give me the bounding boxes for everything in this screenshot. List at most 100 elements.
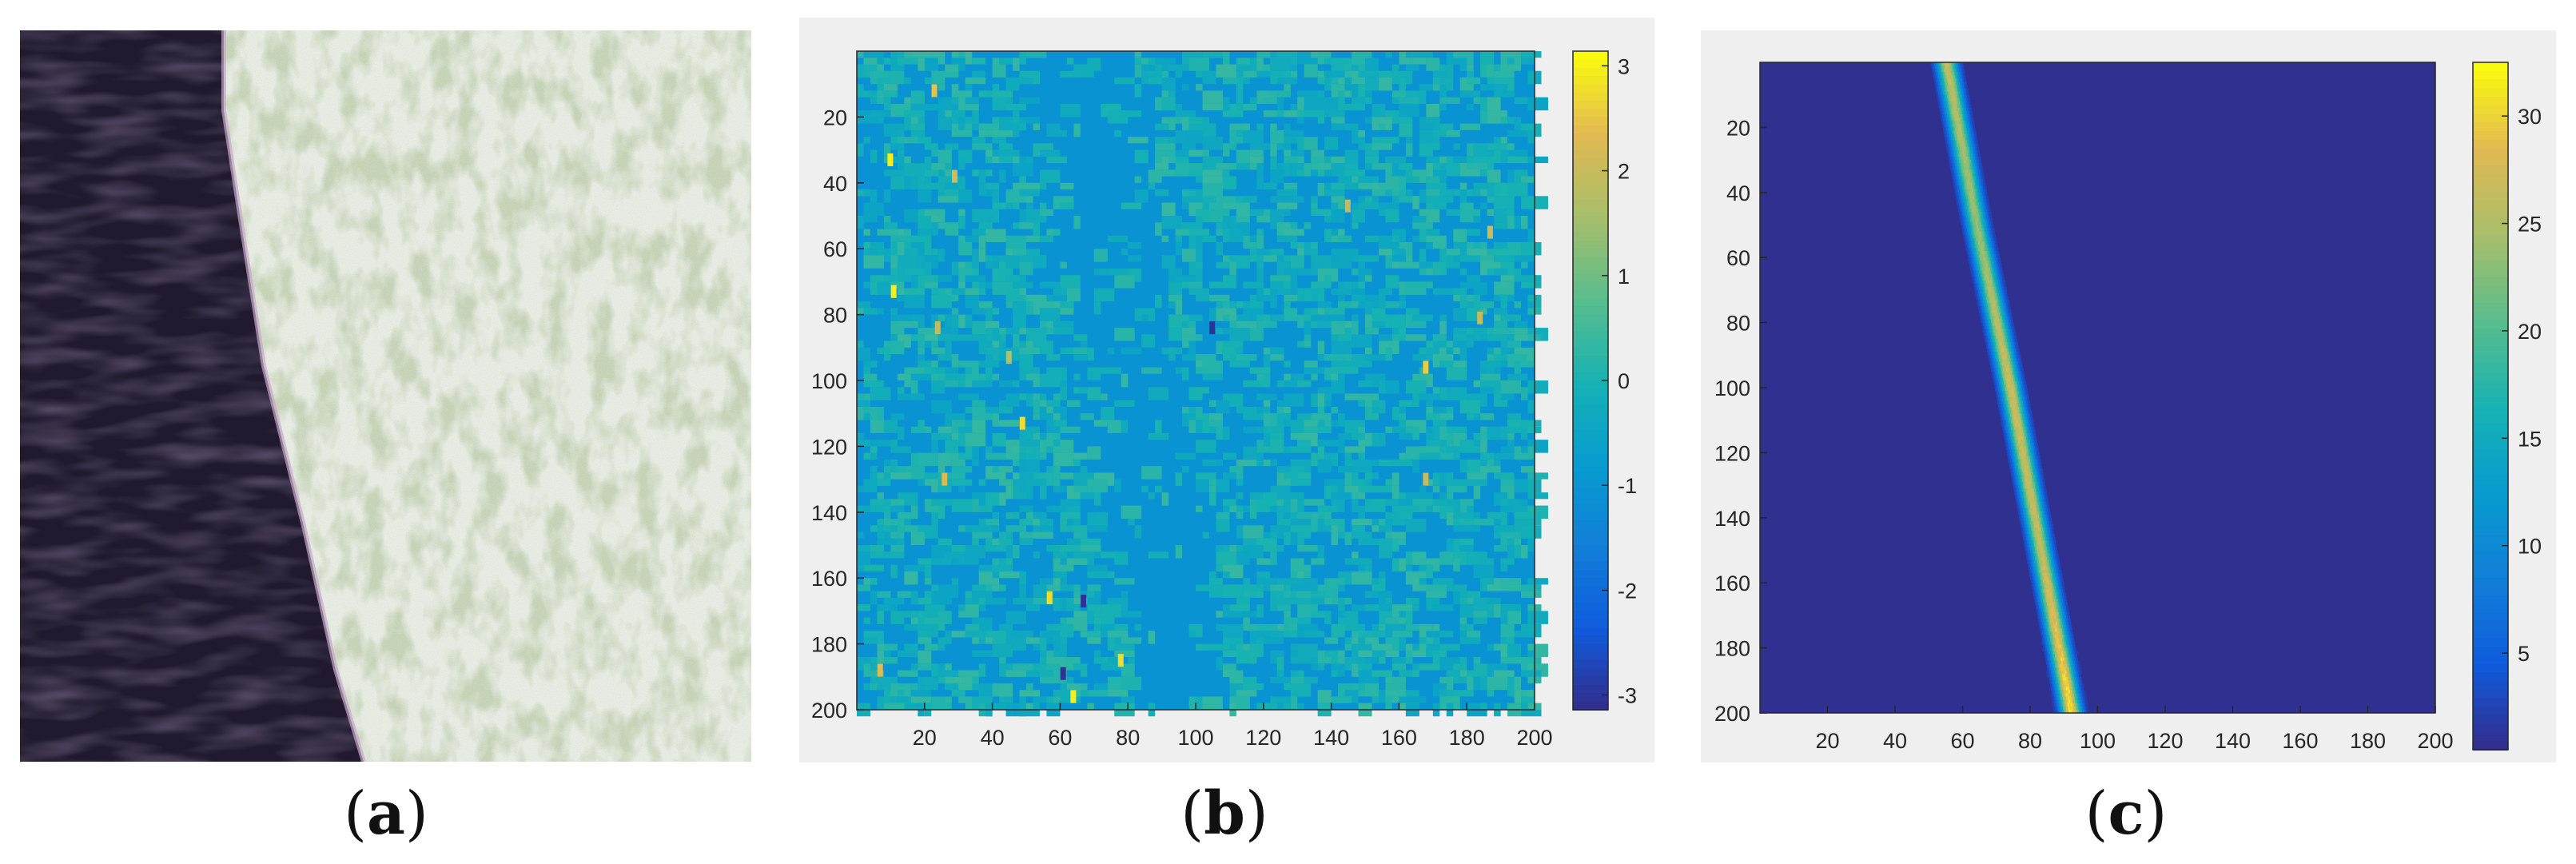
heatmap-cell bbox=[1060, 103, 1081, 117]
heatmap-cell bbox=[1039, 452, 1047, 460]
ridge-cell bbox=[1955, 114, 1958, 118]
heatmap-cell bbox=[1276, 505, 1284, 512]
heatmap-cell bbox=[1521, 281, 1542, 289]
ridge-cell bbox=[1983, 289, 1985, 294]
heatmap-cell bbox=[1385, 51, 1392, 58]
ridge-cell bbox=[2003, 361, 2005, 366]
panel-a bbox=[20, 30, 751, 762]
ridge-cell bbox=[1964, 94, 1966, 99]
heatmap-cell bbox=[1263, 637, 1284, 644]
ridge-cell bbox=[1958, 121, 1961, 125]
heatmap-cell bbox=[1304, 340, 1312, 348]
heatmap-cell bbox=[1426, 564, 1433, 579]
heatmap-cell bbox=[1311, 156, 1332, 164]
heatmap-cell bbox=[863, 400, 870, 407]
heatmap-cell bbox=[945, 340, 952, 355]
ridge-cell bbox=[2008, 413, 2011, 418]
ridge-cell bbox=[2009, 309, 2012, 313]
heatmap-cell bbox=[1276, 696, 1298, 703]
heatmap-cell bbox=[1222, 584, 1244, 598]
ridge-cell bbox=[1960, 173, 1962, 177]
heatmap-cell bbox=[1208, 294, 1230, 302]
heatmap-cell bbox=[1352, 255, 1359, 262]
ridge-cell bbox=[2013, 377, 2016, 382]
ridge-cell bbox=[2000, 416, 2003, 421]
ridge-cell bbox=[2014, 420, 2017, 424]
heatmap-cell bbox=[1073, 597, 1088, 605]
ridge-cell bbox=[2004, 342, 2007, 346]
ridge-cell bbox=[1984, 202, 1986, 206]
heatmap-cell bbox=[938, 670, 959, 677]
heatmap-cell bbox=[1494, 268, 1508, 276]
heatmap-cell bbox=[1365, 90, 1372, 98]
ridge-cell bbox=[1993, 368, 1995, 372]
ridge-cell bbox=[2013, 413, 2016, 418]
ridge-cell bbox=[2004, 364, 2006, 369]
heatmap-cell bbox=[1399, 406, 1406, 414]
colorbar-segment bbox=[1573, 314, 1608, 324]
ridge-cell bbox=[1953, 66, 1956, 70]
heatmap-cell bbox=[1013, 163, 1033, 177]
heatmap-cell bbox=[1019, 51, 1026, 65]
ridge-cell bbox=[1987, 221, 1990, 226]
ridge-cell bbox=[1969, 137, 1973, 141]
heatmap-cell bbox=[1208, 578, 1223, 585]
ridge-cell bbox=[1997, 358, 2000, 363]
heatmap-cell bbox=[918, 637, 932, 644]
ridge-cell bbox=[2000, 380, 2003, 385]
ridge-cell bbox=[1956, 179, 1959, 184]
heatmap-cell bbox=[883, 703, 905, 710]
heatmap-cell bbox=[877, 84, 884, 91]
ridge-cell bbox=[2013, 325, 2015, 330]
ridge-cell bbox=[1948, 66, 1951, 70]
ridge-cell bbox=[1961, 69, 1963, 73]
ridge-cell bbox=[1998, 300, 2001, 304]
ridge-cell bbox=[2009, 358, 2012, 363]
ridge-cell bbox=[1979, 286, 1981, 291]
heatmap-cell bbox=[1101, 564, 1108, 571]
ridge-cell bbox=[2008, 420, 2010, 424]
colorbar-segment bbox=[1573, 413, 1608, 423]
ridge-cell bbox=[1977, 185, 1980, 190]
ridge-cell bbox=[1948, 146, 1951, 151]
heatmap-cell bbox=[985, 446, 993, 453]
heatmap-cell bbox=[1405, 288, 1427, 295]
ridge-cell bbox=[1959, 189, 1962, 193]
heatmap-cell bbox=[1372, 163, 1392, 170]
heatmap-cell bbox=[965, 84, 973, 91]
ridge-cell bbox=[2012, 397, 2015, 401]
ridge-cell bbox=[1942, 88, 1945, 93]
heatmap-cell bbox=[1521, 446, 1528, 453]
ridge-cell bbox=[1945, 72, 1949, 76]
heatmap-cell bbox=[1148, 64, 1156, 71]
ridge-cell bbox=[2017, 391, 2020, 395]
ridge-cell bbox=[2001, 303, 2004, 307]
ridge-cell bbox=[1970, 166, 1973, 170]
ridge-cell bbox=[1991, 328, 1994, 333]
heatmap-cell bbox=[1087, 525, 1108, 532]
ridge-cell bbox=[1995, 388, 1997, 392]
ridge-cell bbox=[1965, 195, 1969, 200]
heatmap-cell bbox=[1196, 584, 1209, 591]
heatmap-cell bbox=[1046, 466, 1061, 473]
heatmap-cell bbox=[1026, 156, 1033, 170]
heatmap-cell bbox=[1046, 637, 1053, 644]
ridge-cell bbox=[1969, 198, 1973, 203]
ridge-cell bbox=[1937, 69, 1940, 73]
ridge-cell bbox=[1968, 146, 1971, 151]
ridge-cell bbox=[1986, 289, 1989, 294]
ridge-cell bbox=[1986, 313, 1989, 317]
ridge-cell bbox=[2004, 300, 2006, 304]
ridge-cell bbox=[1977, 244, 1980, 249]
ridge-cell bbox=[1962, 176, 1965, 181]
heatmap-cell bbox=[972, 321, 986, 335]
ridge-cell bbox=[1965, 247, 1969, 252]
heatmap-cell bbox=[863, 663, 870, 671]
heatmap-cell bbox=[1256, 216, 1271, 223]
heatmap-cell bbox=[965, 235, 986, 242]
ridge-cell bbox=[1955, 146, 1957, 151]
ridge-cell bbox=[1990, 352, 1993, 356]
ridge-cell bbox=[2017, 388, 2020, 392]
heatmap-cell bbox=[1060, 182, 1074, 190]
heatmap-cell bbox=[1446, 189, 1454, 197]
